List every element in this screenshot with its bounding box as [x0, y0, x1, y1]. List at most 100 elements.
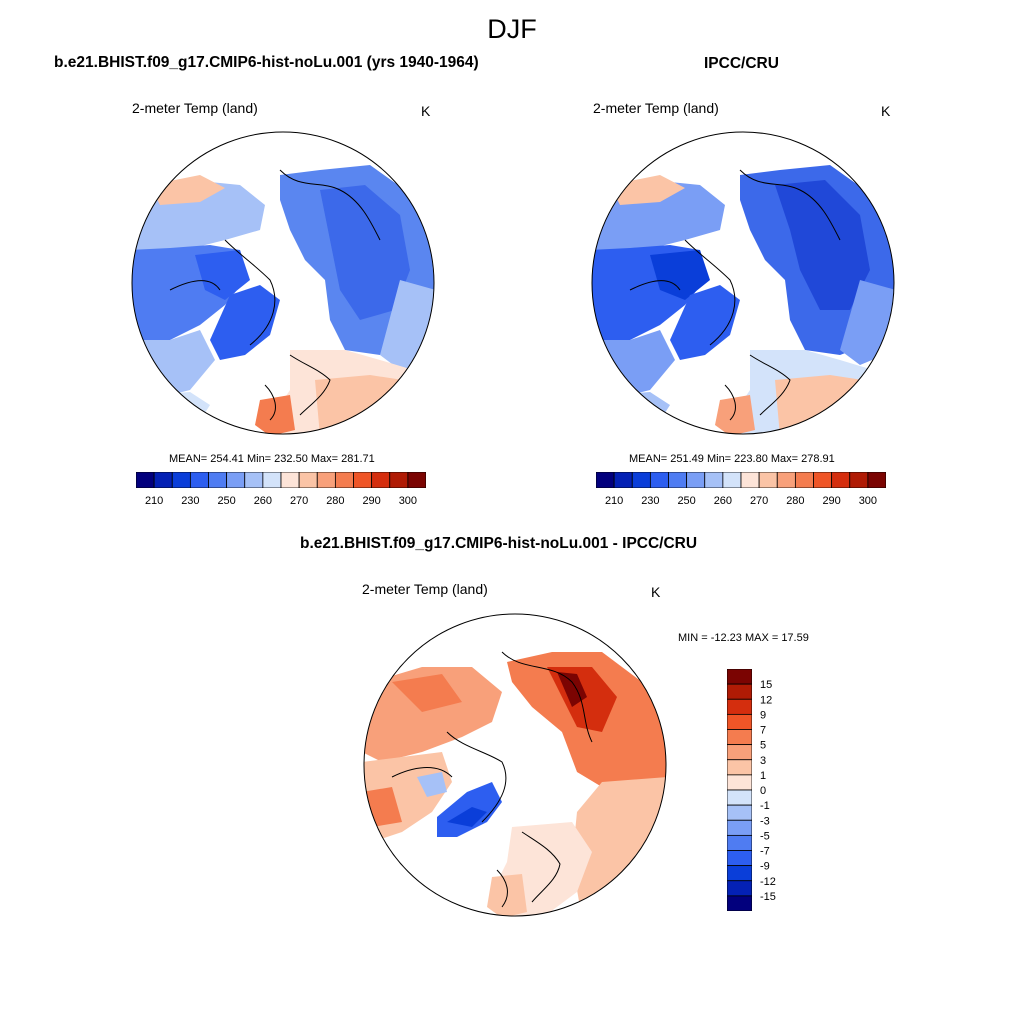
diff-colorbar-swatch	[726, 729, 753, 746]
obs-colorbar-labels: 210 230 250 260 270 280 290 300	[605, 495, 877, 507]
diff-colorbar-label: -7	[760, 846, 770, 858]
obs-colorbar-label: 290	[822, 495, 840, 507]
obs-colorbar-swatch	[631, 471, 651, 489]
diff-colorbar-label: -5	[760, 830, 770, 842]
model-variable-label: 2-meter Temp (land)	[132, 100, 258, 116]
obs-variable-label: 2-meter Temp (land)	[593, 100, 719, 116]
diff-colorbar-swatch	[726, 819, 753, 836]
diff-colorbar-label: 15	[760, 679, 772, 691]
model-colorbar-swatch	[171, 471, 191, 489]
diff-colorbar-swatch	[726, 834, 753, 851]
obs-colorbar-label: 260	[714, 495, 732, 507]
model-colorbar-swatch	[334, 471, 354, 489]
diff-colorbar-swatch	[726, 804, 753, 821]
model-colorbar-swatch	[244, 471, 264, 489]
model-colorbar-swatch	[280, 471, 300, 489]
model-colorbar-label: 290	[362, 495, 380, 507]
diff-variable-label: 2-meter Temp (land)	[362, 581, 488, 597]
diff-colorbar-swatch	[726, 713, 753, 730]
diff-colorbar-label: -12	[760, 876, 776, 888]
model-colorbar-label: 270	[290, 495, 308, 507]
obs-colorbar-swatch	[668, 471, 688, 489]
model-colorbar-swatch	[226, 471, 246, 489]
model-colorbar-swatch	[298, 471, 318, 489]
model-colorbar-swatch	[208, 471, 228, 489]
model-colorbar-label: 210	[145, 495, 163, 507]
diff-colorbar-label: -3	[760, 815, 770, 827]
obs-colorbar-swatch	[649, 471, 669, 489]
obs-colorbar-swatch	[813, 471, 833, 489]
obs-colorbar-label: 250	[677, 495, 695, 507]
model-colorbar-swatch	[353, 471, 373, 489]
model-colorbar-label: 230	[181, 495, 199, 507]
diff-colorbar-swatch	[726, 668, 753, 685]
diff-panel-title: b.e21.BHIST.f09_g17.CMIP6-hist-noLu.001 …	[300, 535, 698, 552]
diff-colorbar-swatch	[726, 759, 753, 776]
obs-units-label: K	[881, 103, 891, 119]
model-colorbar-label: 300	[399, 495, 417, 507]
model-colorbar-swatch	[371, 471, 391, 489]
model-colorbar-swatch	[316, 471, 336, 489]
model-panel-title: b.e21.BHIST.f09_g17.CMIP6-hist-noLu.001 …	[54, 54, 479, 71]
diff-colorbar-swatch	[726, 850, 753, 867]
model-colorbar-swatch	[407, 471, 427, 489]
diff-colorbar-swatch	[726, 895, 753, 912]
obs-colorbar-swatch	[794, 471, 814, 489]
model-colorbar	[135, 471, 427, 489]
diff-colorbar	[726, 668, 753, 912]
model-colorbar-swatch	[389, 471, 409, 489]
diff-colorbar-label: 12	[760, 694, 772, 706]
obs-colorbar-swatch	[704, 471, 724, 489]
diff-colorbar-label: 0	[760, 785, 766, 797]
model-colorbar-label: 250	[217, 495, 235, 507]
model-colorbar-swatch	[135, 471, 155, 489]
obs-polar-map	[591, 131, 895, 435]
obs-colorbar-swatch	[740, 471, 760, 489]
obs-colorbar-swatch	[613, 471, 633, 489]
obs-colorbar-swatch	[686, 471, 706, 489]
diff-colorbar-labels: 15 12 9 7 5 3 1 0 -1 -3 -5 -7 -9 -12 -15	[760, 679, 776, 903]
obs-colorbar-label: 210	[605, 495, 623, 507]
model-colorbar-swatch	[153, 471, 173, 489]
obs-colorbar	[595, 471, 887, 489]
diff-colorbar-label: 3	[760, 755, 766, 767]
figure-title: DJF	[487, 14, 537, 44]
diff-stats: MIN = -12.23 MAX = 17.59	[678, 632, 809, 644]
obs-stats: MEAN= 251.49 Min= 223.80 Max= 278.91	[629, 453, 835, 465]
diff-colorbar-swatch	[726, 744, 753, 761]
diff-colorbar-swatch	[726, 789, 753, 806]
model-colorbar-swatch	[262, 471, 282, 489]
diff-units-label: K	[651, 584, 661, 600]
obs-colorbar-swatch	[776, 471, 796, 489]
obs-colorbar-swatch	[758, 471, 778, 489]
diff-colorbar-label: -1	[760, 800, 770, 812]
diff-colorbar-label: 5	[760, 740, 766, 752]
model-colorbar-labels: 210 230 250 260 270 280 290 300	[145, 495, 417, 507]
obs-colorbar-swatch	[831, 471, 851, 489]
obs-colorbar-swatch	[722, 471, 742, 489]
obs-colorbar-label: 300	[859, 495, 877, 507]
obs-colorbar-label: 280	[786, 495, 804, 507]
diff-colorbar-swatch	[726, 774, 753, 791]
model-units-label: K	[421, 103, 431, 119]
obs-panel-title: IPCC/CRU	[704, 55, 779, 72]
diff-colorbar-label: -9	[760, 861, 770, 873]
diff-colorbar-swatch	[726, 698, 753, 715]
model-polar-map	[131, 131, 435, 435]
obs-colorbar-swatch	[595, 471, 615, 489]
diff-polar-map	[363, 613, 667, 917]
model-stats: MEAN= 254.41 Min= 232.50 Max= 281.71	[169, 453, 375, 465]
diff-colorbar-label: -15	[760, 891, 776, 903]
model-colorbar-swatch	[189, 471, 209, 489]
obs-colorbar-swatch	[849, 471, 869, 489]
obs-colorbar-swatch	[867, 471, 887, 489]
obs-colorbar-label: 270	[750, 495, 768, 507]
diff-colorbar-label: 7	[760, 725, 766, 737]
diff-colorbar-swatch	[726, 880, 753, 897]
diff-colorbar-label: 1	[760, 770, 766, 782]
diff-colorbar-label: 9	[760, 709, 766, 721]
diff-colorbar-swatch	[726, 865, 753, 882]
obs-colorbar-label: 230	[641, 495, 659, 507]
model-colorbar-label: 260	[254, 495, 272, 507]
model-colorbar-label: 280	[326, 495, 344, 507]
